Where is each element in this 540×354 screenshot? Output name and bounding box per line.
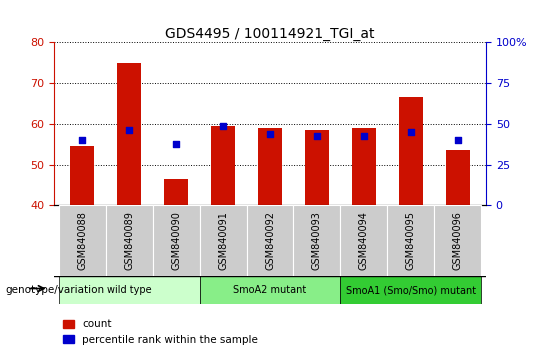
Bar (200, 205, 247, 276)
Title: GDS4495 / 100114921_TGI_at: GDS4495 / 100114921_TGI_at (165, 28, 375, 41)
Point (313, 133, 321, 139)
Text: GSM840091: GSM840091 (218, 211, 228, 270)
Bar (305, 130, 329, 205)
Text: genotype/variation: genotype/variation (5, 285, 105, 295)
Bar (247, 205, 293, 276)
Text: wild type: wild type (107, 285, 151, 295)
Bar (200, 276, 340, 304)
Bar (59, 276, 200, 304)
Bar (293, 205, 340, 276)
Bar (340, 205, 387, 276)
Point (407, 129, 415, 135)
Text: GSM840095: GSM840095 (406, 211, 416, 270)
Bar (59, 205, 106, 276)
Text: GSM840094: GSM840094 (359, 211, 369, 270)
Text: GSM840093: GSM840093 (312, 211, 322, 270)
Bar (258, 128, 282, 205)
Bar (164, 179, 188, 205)
Text: SmoA1 (Smo/Smo) mutant: SmoA1 (Smo/Smo) mutant (346, 285, 476, 295)
Point (266, 131, 274, 137)
Bar (340, 276, 481, 304)
Bar (446, 150, 470, 205)
Point (78, 137, 86, 143)
Bar (399, 97, 423, 205)
Point (454, 137, 462, 143)
Bar (106, 205, 153, 276)
Legend: count, percentile rank within the sample: count, percentile rank within the sample (59, 315, 262, 349)
Bar (70, 146, 94, 205)
Bar (387, 205, 434, 276)
Point (172, 141, 180, 147)
Bar (153, 205, 200, 276)
Point (360, 133, 368, 139)
Bar (117, 63, 141, 205)
Text: GSM840096: GSM840096 (453, 211, 463, 270)
Point (219, 123, 227, 129)
Point (125, 127, 133, 133)
Text: GSM840089: GSM840089 (124, 211, 134, 270)
Bar (352, 128, 376, 205)
Text: GSM840090: GSM840090 (171, 211, 181, 270)
Bar (211, 126, 235, 205)
Text: GSM840088: GSM840088 (77, 211, 87, 270)
Text: SmoA2 mutant: SmoA2 mutant (233, 285, 307, 295)
Bar (434, 205, 481, 276)
Text: GSM840092: GSM840092 (265, 211, 275, 270)
